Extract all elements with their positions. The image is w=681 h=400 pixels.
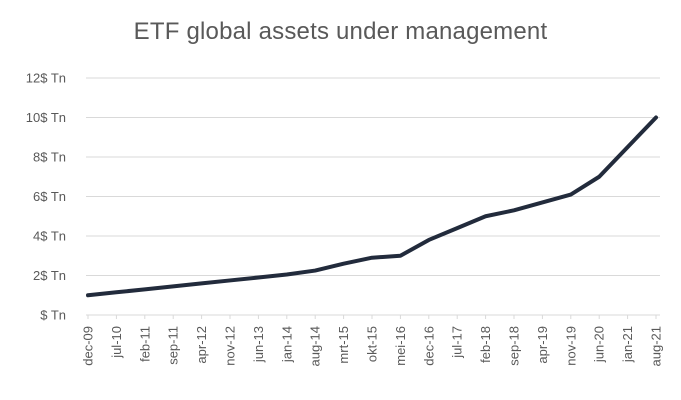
x-axis-tick-label: nov-12: [223, 326, 238, 366]
x-axis-tick-label: okt-15: [365, 326, 380, 362]
y-axis-tick-label: 4$ Tn: [33, 229, 66, 244]
x-axis-tick-label: aug-14: [308, 326, 323, 366]
y-axis-tick-label: 6$ Tn: [33, 189, 66, 204]
y-axis-tick-label: 12$ Tn: [26, 71, 66, 86]
x-axis-tick-label: jan-14: [279, 326, 294, 363]
y-axis-tick-label: 10$ Tn: [26, 110, 66, 125]
x-axis-tick-label: mei-16: [393, 326, 408, 366]
y-axis-tick-label: 2$ Tn: [33, 268, 66, 283]
x-axis-tick-label: aug-21: [649, 326, 664, 366]
x-axis-tick-label: dec-16: [421, 326, 436, 366]
x-axis-tick-label: jun-13: [251, 326, 266, 363]
x-axis-tick-label: apr-12: [194, 326, 209, 364]
aum-data-line: [86, 115, 658, 298]
y-axis-tick-label: $ Tn: [40, 308, 66, 323]
chart-title: ETF global assets under management: [133, 18, 548, 45]
x-axis-tick-label: jan-21: [620, 326, 635, 363]
x-axis-tick-label: feb-11: [137, 326, 152, 362]
x-axis-tick-label: feb-18: [478, 326, 493, 363]
x-axis-tick-label: jul-10: [109, 326, 124, 359]
x-axis-tick-label: apr-19: [535, 326, 550, 364]
x-axis-tick-label: jul-17: [450, 326, 465, 359]
x-axis-tick-label: sep-11: [166, 326, 181, 365]
x-axis-tick-label: dec-09: [81, 326, 96, 366]
x-axis-tick-label: nov-19: [563, 326, 578, 366]
y-axis-tick-label: 8$ Tn: [33, 150, 66, 165]
x-axis-tick-label: sep-18: [507, 326, 522, 366]
x-axis-tick-label: mrt-15: [336, 326, 351, 364]
x-axis-tick-label: jun-20: [592, 326, 607, 363]
